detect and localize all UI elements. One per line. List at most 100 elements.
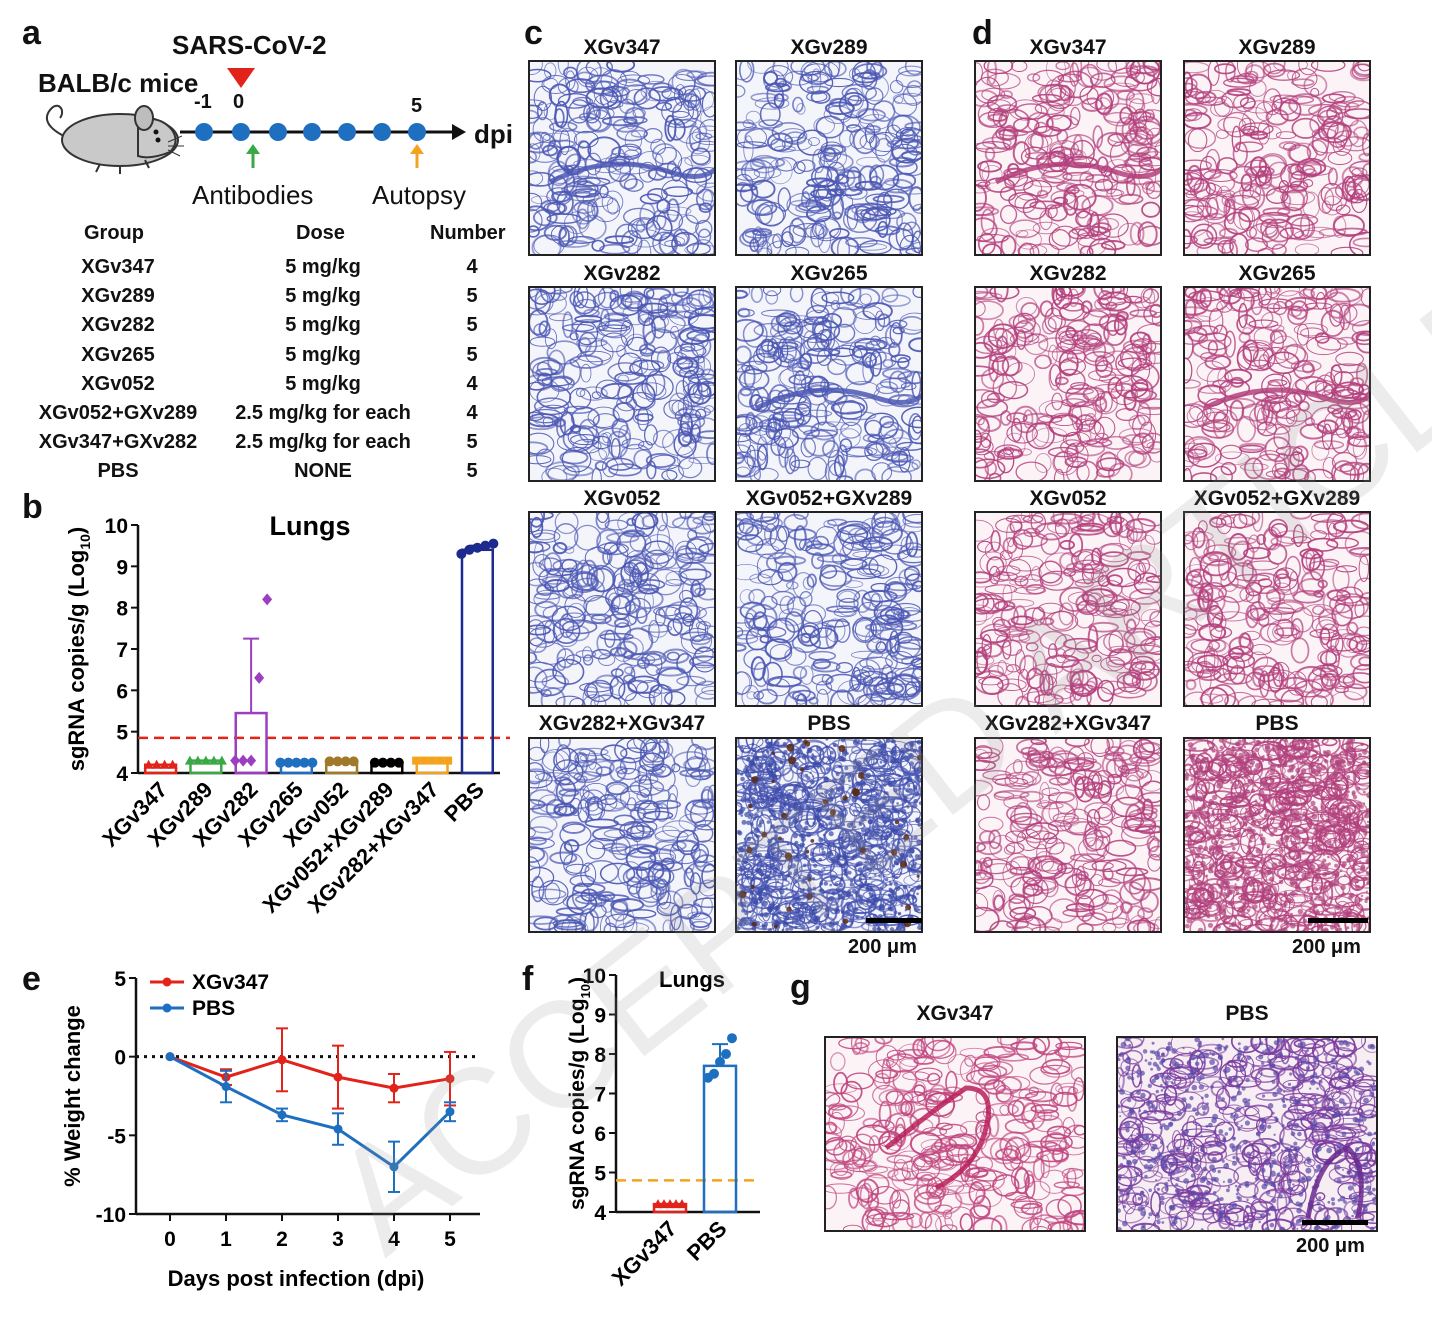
ihc-title: XGv282	[583, 262, 661, 285]
y-tick-label: 0	[114, 1047, 126, 1070]
table-cell-group: XGv347+GXv282	[38, 431, 198, 454]
data-point	[715, 1056, 725, 1067]
panel-g-title-2: PBS	[1225, 1002, 1269, 1025]
x-tick-label: 0	[164, 1228, 176, 1251]
table-cell-group: XGv347	[81, 256, 155, 278]
y-tick-label: 8	[116, 598, 128, 621]
x-tick-label: 2	[276, 1228, 288, 1251]
data-point	[488, 538, 499, 549]
data-point	[389, 1162, 399, 1172]
bar	[702, 1064, 738, 1214]
dpi-label: dpi	[474, 119, 513, 149]
x-tick-label: PBS	[439, 777, 489, 827]
table-cell-group: XGv052+GXv289	[38, 402, 198, 424]
he-title: XGv052	[1029, 487, 1107, 510]
x-tick-label: 5	[444, 1228, 456, 1251]
data-point	[444, 756, 453, 765]
ihc-tissue-image	[528, 286, 716, 482]
panel-g-title-1: XGv347	[916, 1002, 994, 1025]
data-point	[412, 756, 421, 765]
data-point	[324, 756, 335, 767]
data-point	[208, 755, 219, 765]
data-point	[369, 757, 380, 768]
timeline-dot	[269, 123, 287, 141]
timeline-dot	[195, 123, 213, 141]
ihc-title: XGv052+GXv289	[745, 487, 913, 510]
infection-marker	[227, 68, 255, 88]
antibodies-label: Antibodies	[192, 180, 314, 210]
table-cell-dose: 5 mg/kg	[285, 256, 361, 278]
y-tick-label: 9	[116, 556, 128, 579]
ihc-title: XGv282+XGv347	[538, 712, 706, 735]
data-point	[238, 754, 249, 767]
bar	[143, 763, 178, 775]
y-tick-label: 8	[594, 1044, 606, 1067]
he-title: XGv265	[1238, 262, 1316, 285]
ihc-tissue-image	[735, 60, 923, 256]
table-cell-number: 4	[466, 256, 478, 278]
data-point	[307, 757, 318, 768]
data-point	[332, 756, 343, 767]
chart-f-lungs: 4 5 6 7 8 9 10 Lungs sgRNA copies/g (Log10) XGv34…	[566, 965, 760, 1291]
virus-label: SARS-CoV-2	[172, 30, 327, 60]
table-cell-dose: 5 mg/kg	[285, 372, 361, 395]
table-cell-number: 5	[466, 431, 478, 454]
ihc-title: XGv347	[583, 36, 661, 59]
y-tick-label: 7	[594, 1084, 606, 1107]
ihc-tissue-image	[528, 511, 716, 707]
data-point	[291, 757, 302, 768]
y-axis-label: sgRNA copies/g (Log10)	[566, 977, 593, 1210]
legend-label: XGv347	[192, 971, 269, 994]
panel-label-f: f	[522, 960, 534, 998]
ihc-title: XGv265	[790, 262, 868, 285]
table-cell-number: 5	[466, 285, 478, 308]
data-point	[420, 756, 429, 765]
table-header-number: Number	[430, 222, 506, 244]
table-cell-dose: 2.5 mg/kg for each	[235, 431, 411, 454]
x-tick-label: 1	[220, 1228, 232, 1251]
x-tick-label: XGv347	[607, 1216, 682, 1291]
table-cell-group: PBS	[97, 460, 139, 483]
data-point	[151, 759, 162, 769]
he-tissue-image	[1183, 60, 1371, 256]
table-cell-group: XGv289	[81, 285, 155, 308]
y-tick-label: 5	[116, 722, 128, 745]
y-axis-label: sgRNA copies/g (Log10)	[64, 527, 93, 772]
chart-title: Lungs	[270, 511, 351, 541]
he-tissue-image	[974, 286, 1162, 482]
data-point	[445, 1074, 455, 1084]
scale-label-d: 200 μm	[1292, 936, 1361, 958]
data-point	[480, 540, 491, 551]
data-point	[216, 755, 227, 765]
x-tick-label: 3	[332, 1228, 344, 1251]
table-cell-number: 5	[466, 343, 478, 366]
x-tick-label: PBS	[682, 1216, 732, 1266]
data-point	[277, 1055, 287, 1065]
chart-e-weight: 5 0 -5 -10 0 1 2 3 4 5 % Weight change Days post in…	[60, 968, 480, 1291]
table-cell-number: 4	[466, 372, 478, 395]
data-point	[143, 759, 154, 769]
data-point	[456, 548, 467, 559]
data-point	[721, 1049, 731, 1059]
data-point	[428, 756, 437, 765]
data-point	[167, 759, 178, 769]
y-tick-label: -10	[96, 1204, 126, 1227]
data-point	[299, 757, 310, 768]
ihc-title: PBS	[807, 712, 851, 735]
panel-g-tissue-image-1	[824, 1036, 1086, 1232]
ihc-title: XGv289	[790, 36, 868, 59]
he-title: PBS	[1255, 712, 1299, 735]
timeline-dot	[232, 123, 250, 141]
panel-label-c: c	[524, 14, 543, 52]
data-point	[677, 1199, 687, 1209]
he-title: XGv282	[1029, 262, 1107, 285]
ihc-tissue-image	[735, 286, 923, 482]
ihc-tissue-image	[735, 737, 923, 933]
data-point	[464, 544, 475, 555]
series-line	[169, 1055, 451, 1090]
mouse-label: BALB/c mice	[38, 68, 199, 98]
autopsy-label: Autopsy	[372, 180, 466, 210]
data-point	[436, 756, 445, 765]
chart-title: Lungs	[659, 967, 725, 992]
